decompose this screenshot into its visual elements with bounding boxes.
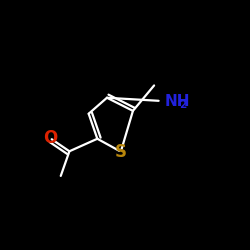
Text: S: S bbox=[115, 143, 127, 161]
Text: O: O bbox=[43, 129, 57, 147]
Text: 2: 2 bbox=[179, 100, 186, 110]
Text: NH: NH bbox=[165, 94, 190, 109]
